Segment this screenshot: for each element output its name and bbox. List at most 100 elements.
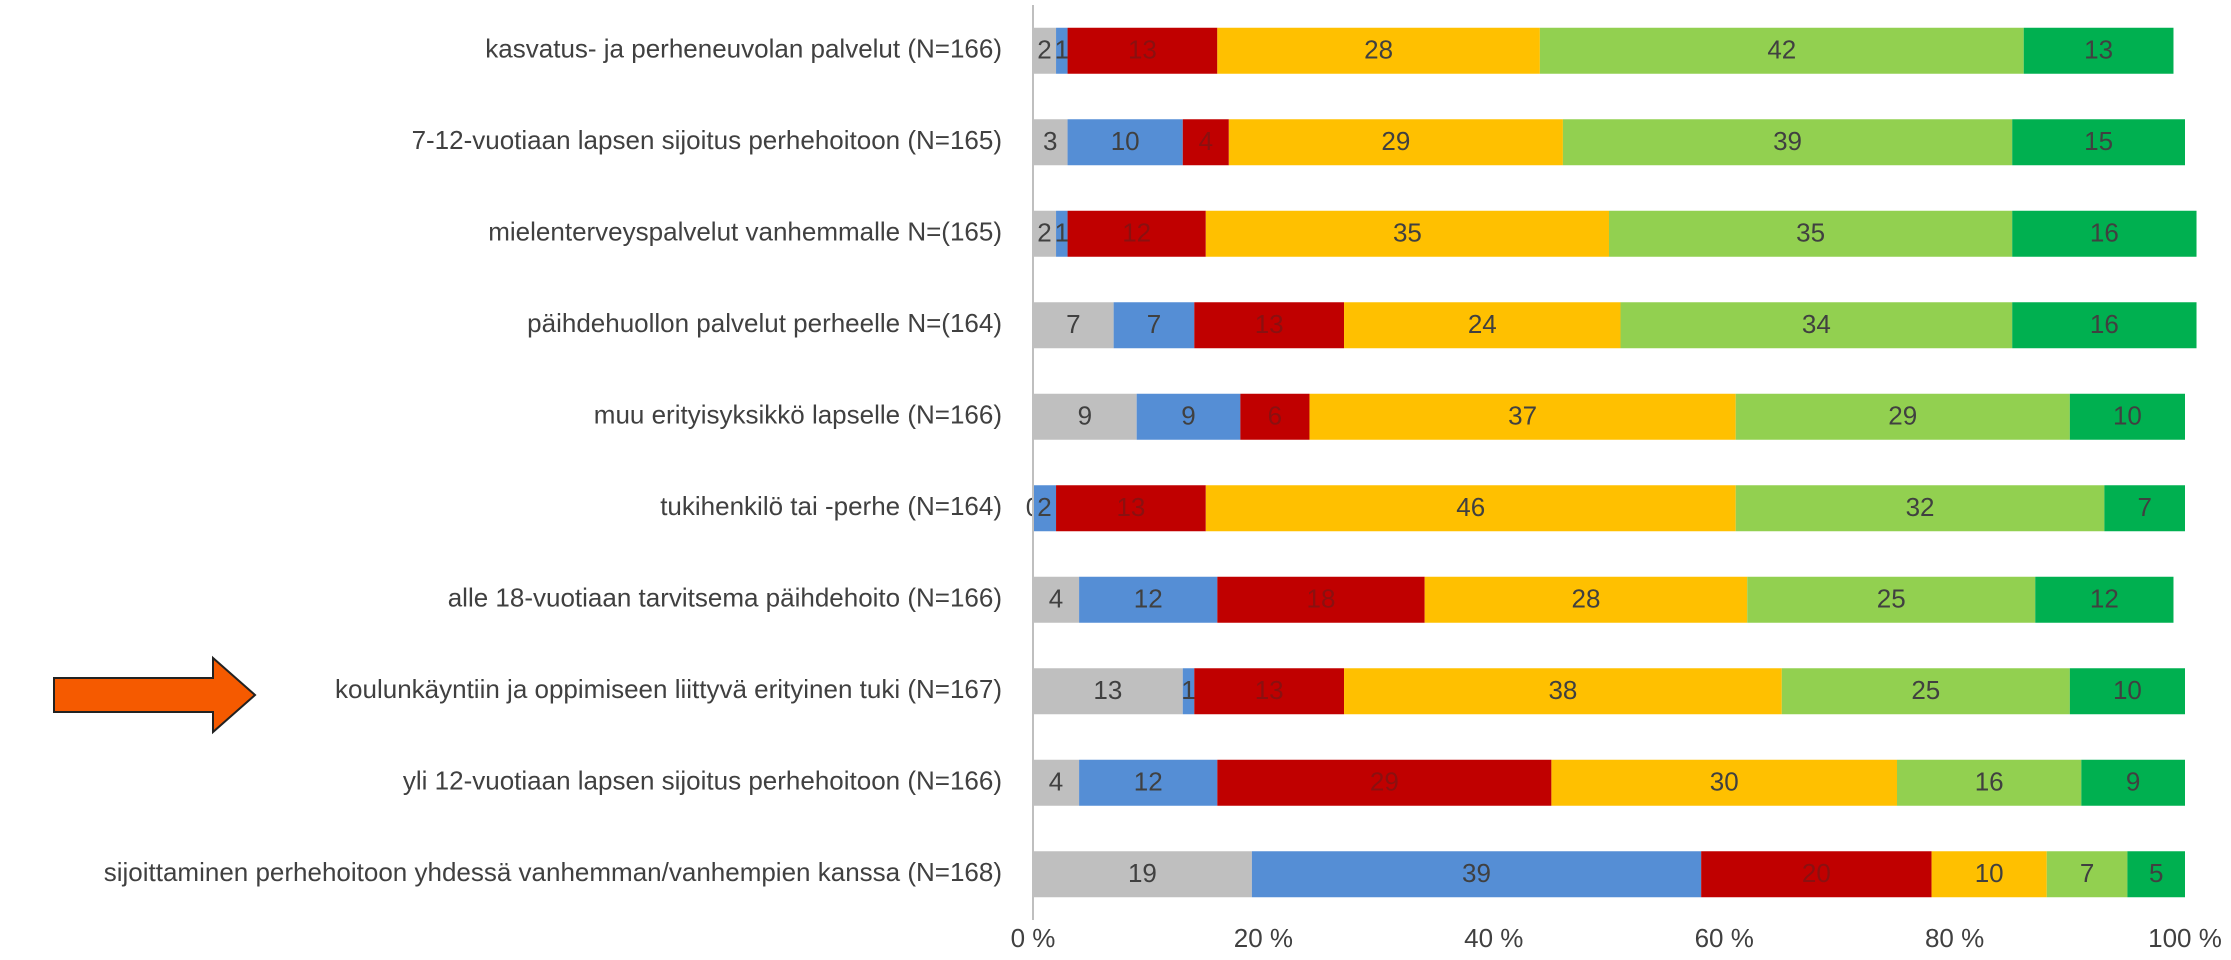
value-label: 2	[1037, 218, 1051, 248]
bar-segment	[1217, 27, 1540, 74]
bar-segment	[1079, 576, 1218, 623]
bar-segment	[1194, 302, 1345, 349]
value-label: 37	[1508, 401, 1537, 431]
value-label: 18	[1307, 584, 1336, 614]
bar-segment	[1033, 759, 1080, 806]
value-label: 28	[1571, 584, 1600, 614]
category-label: alle 18-vuotiaan tarvitsema päihdehoito …	[448, 583, 1002, 613]
x-tick-label: 80 %	[1925, 923, 1984, 953]
value-label: 7	[2137, 492, 2151, 522]
value-label: 13	[1093, 675, 1122, 705]
value-label: 6	[1268, 401, 1282, 431]
bar-segment	[1539, 27, 2024, 74]
bar-segment	[2081, 759, 2185, 806]
bar-segment	[1344, 668, 1782, 715]
value-label: 35	[1393, 218, 1422, 248]
value-label: 20	[1802, 858, 1831, 888]
value-label: 13	[1128, 35, 1157, 65]
bar-segment	[1033, 576, 1080, 623]
bar-segment	[2012, 302, 2197, 349]
bar-segment	[2069, 393, 2185, 440]
value-label: 9	[1078, 401, 1092, 431]
bar-segment	[1205, 485, 1736, 532]
bar-segment	[1194, 668, 1345, 715]
value-label: 10	[2113, 401, 2142, 431]
value-label: 12	[2090, 584, 2119, 614]
x-tick-label: 40 %	[1464, 923, 1523, 953]
category-label: kasvatus- ja perheneuvolan palvelut (N=1…	[485, 34, 1002, 64]
bar-segment	[1309, 393, 1736, 440]
bar-segment	[1033, 668, 1183, 715]
value-label: 35	[1796, 218, 1825, 248]
x-tick-label: 0 %	[1011, 923, 1056, 953]
bar-segment	[1182, 668, 1195, 715]
bar-segment	[1897, 759, 2082, 806]
value-label: 13	[1255, 675, 1284, 705]
bar-segment	[2069, 668, 2185, 715]
value-label: 1	[1181, 675, 1195, 705]
value-label: 29	[1888, 401, 1917, 431]
value-label: 4	[1049, 584, 1063, 614]
bar-segment	[1609, 210, 2013, 257]
bar-segment	[2012, 210, 2197, 257]
bar-segment	[1344, 302, 1621, 349]
value-label: 34	[1802, 309, 1831, 339]
value-label: 19	[1128, 858, 1157, 888]
bar-segment	[1251, 851, 1702, 898]
bar-segment	[2035, 576, 2174, 623]
bar-segment	[1735, 393, 2070, 440]
bar-segment	[1735, 485, 2105, 532]
bar-segment	[1113, 302, 1195, 349]
category-label: päihdehuollon palvelut perheelle N=(164)	[527, 308, 1002, 338]
value-label: 13	[1116, 492, 1145, 522]
bar-segment	[1067, 27, 1218, 74]
value-label: 39	[1773, 126, 1802, 156]
bar-segment	[1033, 851, 1252, 898]
highlight-arrow	[53, 655, 257, 735]
x-tick-label: 60 %	[1695, 923, 1754, 953]
value-label: 24	[1468, 309, 1497, 339]
category-label: muu erityisyksikkö lapselle (N=166)	[594, 400, 1002, 430]
category-label: 7-12-vuotiaan lapsen sijoitus perhehoito…	[412, 125, 1002, 155]
value-label: 10	[2113, 675, 2142, 705]
bar-segment	[1033, 302, 1114, 349]
value-label: 1	[1055, 35, 1069, 65]
bar-segment	[1424, 576, 1748, 623]
bar-segment	[1551, 759, 1897, 806]
value-label: 7	[1066, 309, 1080, 339]
category-label: mielenterveyspalvelut vanhemmalle N=(165…	[488, 217, 1002, 247]
value-label: 9	[1181, 401, 1195, 431]
bar-segment	[1056, 27, 1068, 74]
value-label: 9	[2126, 767, 2140, 797]
value-label: 29	[1370, 767, 1399, 797]
bar-segment	[1033, 27, 1057, 74]
x-tick-label: 20 %	[1234, 923, 1293, 953]
bar-segment	[1781, 668, 2070, 715]
category-label: sijoittaminen perhehoitoon yhdessä vanhe…	[104, 857, 1002, 887]
category-label: yli 12-vuotiaan lapsen sijoitus perhehoi…	[403, 766, 1002, 796]
bar-segment	[1747, 576, 2036, 623]
value-label: 4	[1049, 767, 1063, 797]
value-label: 10	[1111, 126, 1140, 156]
value-label: 13	[1255, 309, 1284, 339]
bar-segment	[1033, 210, 1057, 257]
bar-segment	[1205, 210, 1609, 257]
bar-segment	[1228, 119, 1563, 166]
value-label: 5	[2149, 858, 2163, 888]
value-label: 2	[1037, 35, 1051, 65]
bar-segment	[1562, 119, 2013, 166]
bar-segment	[1067, 210, 1206, 257]
value-label: 25	[1877, 584, 1906, 614]
bar-segment	[1701, 851, 1932, 898]
bar-segment	[1136, 393, 1241, 440]
value-label: 25	[1911, 675, 1940, 705]
bar-segment	[2127, 851, 2185, 898]
x-tick-label: 100 %	[2148, 923, 2222, 953]
value-label: 42	[1767, 35, 1796, 65]
bar-segment	[1240, 393, 1310, 440]
value-label: 16	[1975, 767, 2004, 797]
value-label: 30	[1710, 767, 1739, 797]
value-label: 12	[1134, 584, 1163, 614]
value-label: 12	[1122, 218, 1151, 248]
